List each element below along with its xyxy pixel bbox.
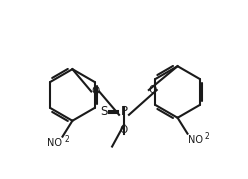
Text: NO: NO xyxy=(47,138,62,147)
Text: S: S xyxy=(100,105,108,118)
Text: 2: 2 xyxy=(64,135,69,144)
Text: O: O xyxy=(149,85,157,95)
Text: O: O xyxy=(120,125,128,135)
Text: P: P xyxy=(121,105,127,118)
Text: NO: NO xyxy=(188,135,203,145)
Text: O: O xyxy=(91,86,99,96)
Text: 2: 2 xyxy=(205,132,210,141)
